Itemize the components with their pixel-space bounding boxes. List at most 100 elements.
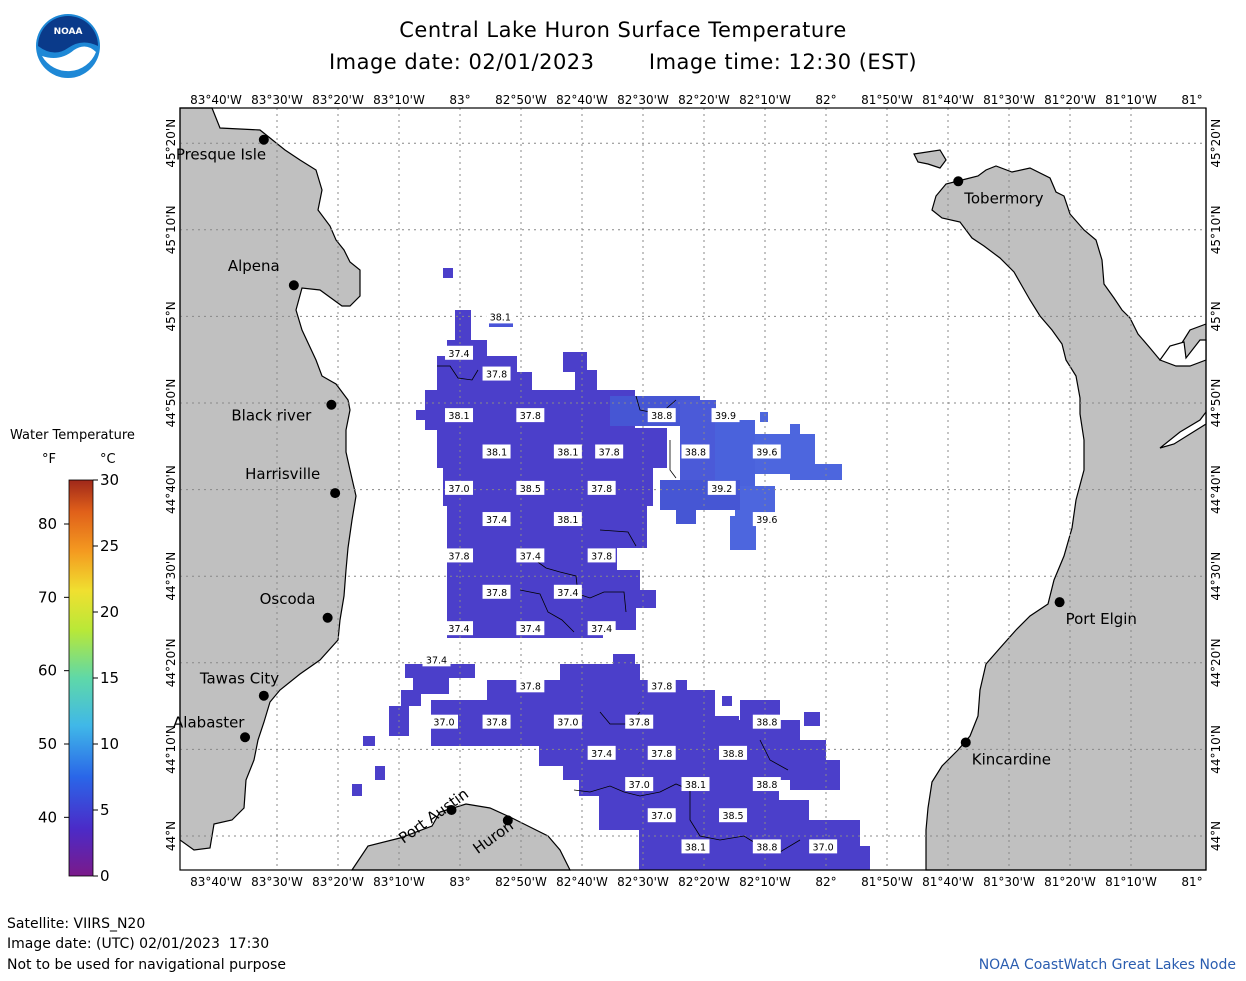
lon-label: 83°30'W bbox=[251, 93, 303, 107]
celsius-tick: 10 bbox=[100, 735, 119, 753]
lon-label: 83° bbox=[449, 875, 470, 889]
city-marker bbox=[322, 612, 333, 623]
isotherm-label-box bbox=[587, 621, 616, 636]
ontario-inlet bbox=[1159, 339, 1207, 367]
isotherm-label-box bbox=[711, 408, 740, 423]
isotherm-label: 37.4 bbox=[557, 588, 578, 599]
lat-label: 45°10'N bbox=[164, 205, 178, 254]
isotherm-label-box bbox=[422, 652, 451, 667]
lat-label: 44°10'N bbox=[164, 725, 178, 774]
city-label: Presque Isle bbox=[176, 146, 266, 164]
isotherm-label: 39.2 bbox=[711, 484, 732, 495]
isotherm-label-box bbox=[516, 548, 545, 563]
lat-label: 44°50'N bbox=[164, 379, 178, 428]
celsius-tick: 0 bbox=[100, 867, 110, 885]
isotherm-label-box bbox=[482, 714, 511, 729]
isotherm-label-box bbox=[752, 512, 781, 527]
city-marker bbox=[330, 488, 341, 499]
isotherm-label-box bbox=[595, 444, 624, 459]
lon-label: 83°20'W bbox=[312, 875, 364, 889]
isotherm-label-box bbox=[445, 408, 474, 423]
isotherm-label: 37.8 bbox=[486, 718, 507, 729]
lon-label: 83°10'W bbox=[373, 875, 425, 889]
isotherm-label: 37.0 bbox=[651, 811, 672, 822]
city-label: Oscoda bbox=[260, 590, 316, 608]
lon-label: 81°50'W bbox=[861, 93, 913, 107]
lat-label: 45°20'N bbox=[1209, 119, 1223, 168]
isotherm-label-box bbox=[516, 678, 545, 693]
isotherm-label-box bbox=[719, 808, 748, 823]
map-title: Central Lake Huron Surface Temperature bbox=[399, 18, 847, 42]
isotherm-label: 37.8 bbox=[629, 718, 650, 729]
fahrenheit-tick: 40 bbox=[38, 808, 57, 826]
lon-label: 82° bbox=[815, 93, 836, 107]
isotherm-label-box bbox=[625, 714, 654, 729]
city-marker bbox=[258, 134, 269, 145]
lon-label: 83°30'W bbox=[251, 875, 303, 889]
unit-celsius: °C bbox=[100, 452, 116, 467]
lat-label: 45°20'N bbox=[164, 119, 178, 168]
graticule bbox=[180, 108, 1206, 870]
city-label: Alpena bbox=[228, 257, 280, 275]
fahrenheit-tick: 70 bbox=[38, 588, 57, 606]
lon-label: 82°10'W bbox=[739, 93, 791, 107]
isotherm-label: 38.8 bbox=[651, 411, 672, 422]
isotherm-label: 38.8 bbox=[722, 749, 743, 760]
isotherm-label-box bbox=[516, 480, 545, 495]
footer-credit: NOAA CoastWatch Great Lakes Node bbox=[978, 957, 1236, 973]
image-date: Image date: 02/01/2023 bbox=[328, 50, 595, 74]
lon-label: 83°20'W bbox=[312, 93, 364, 107]
lon-label: 82°20'W bbox=[678, 875, 730, 889]
isotherm-label: 38.8 bbox=[756, 780, 777, 791]
map-subtitle: Image date: 02/01/2023 Image time: 12:30… bbox=[0, 50, 1246, 74]
isotherm-label: 37.4 bbox=[591, 749, 612, 760]
isotherm-label-box bbox=[647, 678, 676, 693]
isotherm-label: 39.6 bbox=[756, 515, 777, 526]
lat-labels-left: 44°N 44°10'N 44°20'N 44°30'N 44°40'N 44°50'N 4… bbox=[164, 119, 178, 851]
map-frame bbox=[179, 107, 1207, 871]
lon-label: 82°40'W bbox=[556, 875, 608, 889]
lon-label: 82°20'W bbox=[678, 93, 730, 107]
isotherm-label: 37.8 bbox=[591, 551, 612, 562]
celsius-tick: 15 bbox=[100, 669, 119, 687]
lon-label: 81°50'W bbox=[861, 875, 913, 889]
lon-label: 81°40'W bbox=[922, 93, 974, 107]
isotherm-label: 38.8 bbox=[685, 447, 706, 458]
isotherm-label: 38.8 bbox=[756, 842, 777, 853]
city-marker bbox=[953, 176, 964, 187]
city-marker bbox=[960, 737, 971, 748]
fahrenheit-tick: 50 bbox=[38, 735, 57, 753]
isotherm-label-box bbox=[752, 714, 781, 729]
isotherm-label: 37.8 bbox=[599, 447, 620, 458]
isotherm-label-box bbox=[752, 839, 781, 854]
isotherm-label-box bbox=[587, 480, 616, 495]
city-marker bbox=[1054, 597, 1065, 608]
isotherm-label: 37.4 bbox=[520, 551, 541, 562]
isotherm-label-box bbox=[486, 309, 515, 324]
footer-satellite: Satellite: VIIRS_N20 bbox=[7, 916, 146, 932]
lat-label: 44°N bbox=[1209, 821, 1223, 851]
fahrenheit-tick: 60 bbox=[38, 662, 57, 680]
city-label: Alabaster bbox=[173, 713, 245, 731]
lon-label: 82°30'W bbox=[617, 93, 669, 107]
isotherm-label-box bbox=[482, 584, 511, 599]
isotherm-label: 37.8 bbox=[651, 749, 672, 760]
lon-label: 81°20'W bbox=[1044, 93, 1096, 107]
color-bar: 0 5 10 15 20 25 30 40 50 60 70 80 bbox=[38, 471, 119, 885]
city-label: Black river bbox=[231, 407, 312, 425]
lat-label: 44°20'N bbox=[164, 638, 178, 687]
lon-label: 82°40'W bbox=[556, 93, 608, 107]
isotherm-label: 38.1 bbox=[448, 411, 469, 422]
isotherm-label-box bbox=[482, 366, 511, 381]
isotherm-label-box bbox=[625, 777, 654, 792]
city-label: Tobermory bbox=[963, 189, 1043, 207]
isotherm-label: 37.0 bbox=[813, 842, 834, 853]
isotherm-label: 38.8 bbox=[756, 718, 777, 729]
city-label: Kincardine bbox=[972, 750, 1051, 768]
isotherm-label-box bbox=[445, 621, 474, 636]
lat-label: 44°20'N bbox=[1209, 638, 1223, 687]
lat-label: 44°30'N bbox=[164, 552, 178, 601]
isotherm-label-box bbox=[553, 714, 582, 729]
lon-label: 81°10'W bbox=[1105, 875, 1157, 889]
city-label: Harrisville bbox=[245, 465, 320, 483]
